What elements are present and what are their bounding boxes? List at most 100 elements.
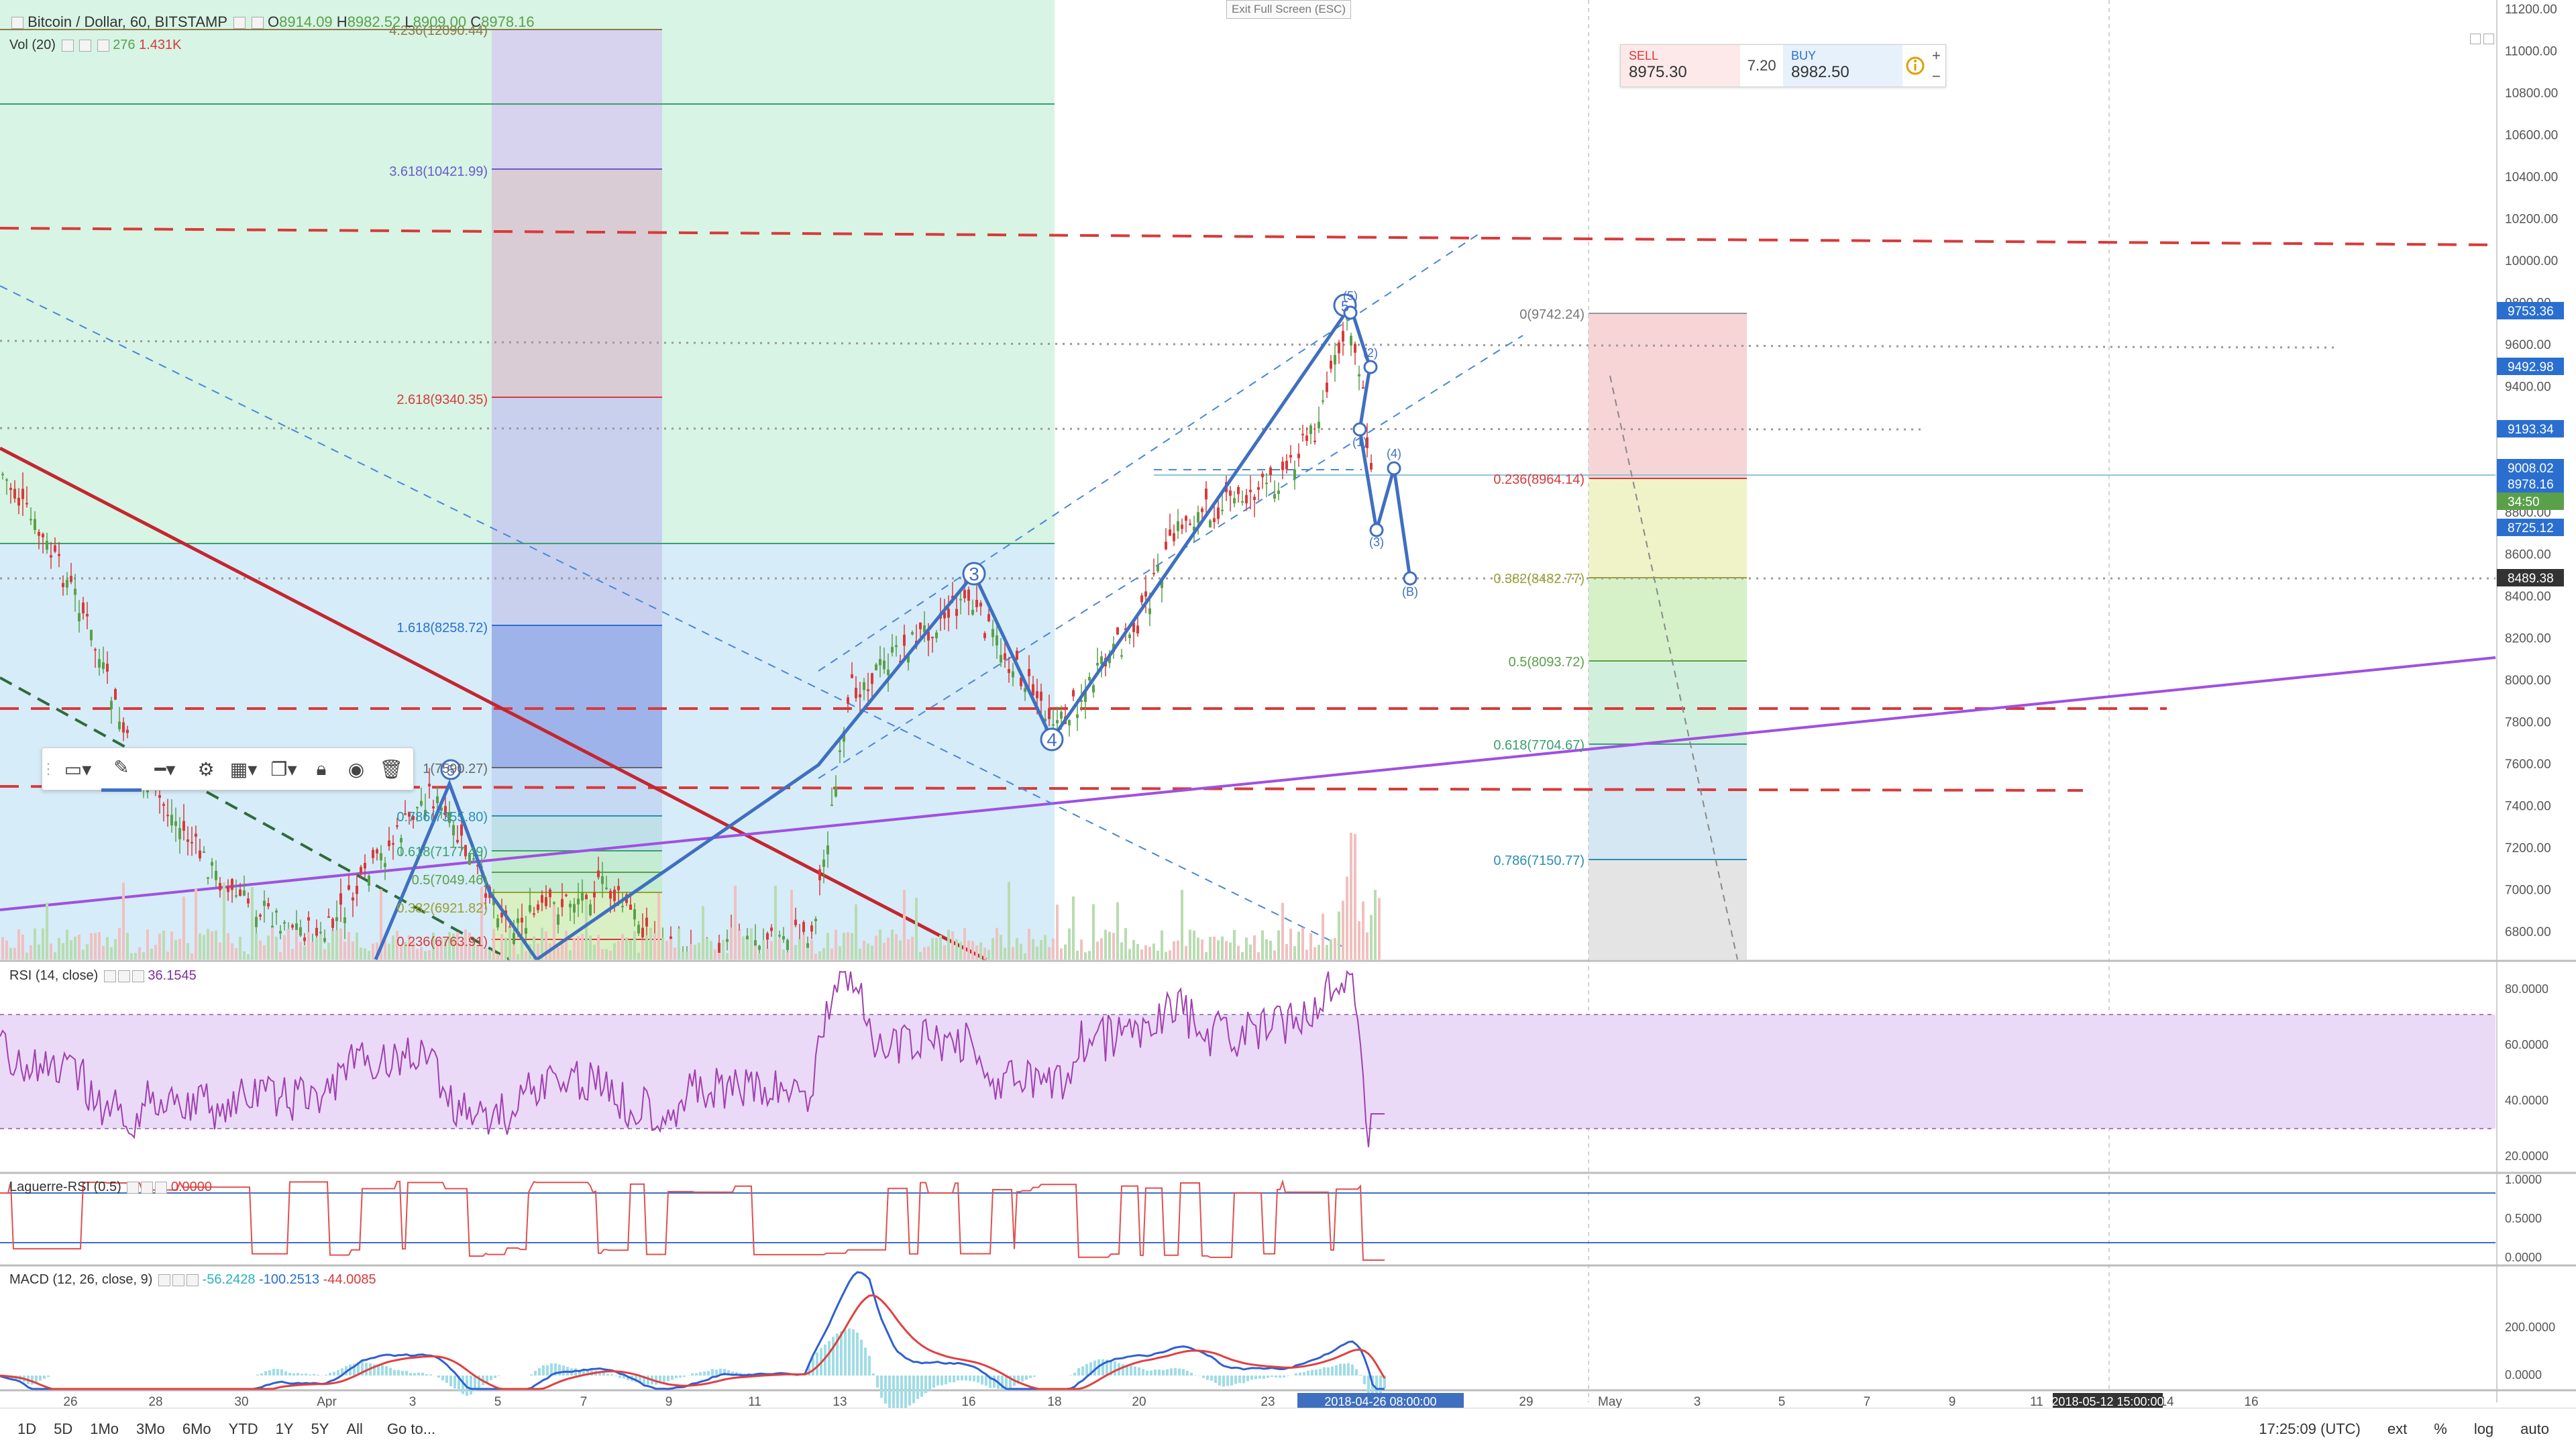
svg-text:1.0000: 1.0000 xyxy=(2505,1173,2542,1186)
eye-icon[interactable]: ◉ xyxy=(339,748,374,790)
tf-3mo[interactable]: 3Mo xyxy=(136,1420,165,1438)
volume-bar xyxy=(343,941,346,960)
candle-body xyxy=(1293,470,1296,480)
tf-1d[interactable]: 1D xyxy=(17,1420,36,1438)
macd-hist-bar xyxy=(1114,1361,1116,1376)
auto-toggle[interactable]: auto xyxy=(2520,1420,2549,1438)
volume-bar xyxy=(118,928,121,960)
macd-settings-button[interactable] xyxy=(172,1274,184,1286)
laguerre-remove-button[interactable] xyxy=(155,1182,167,1194)
macd-label[interactable]: MACD (12, 26, close, 9) xyxy=(9,1272,152,1287)
macd-hist-bar xyxy=(880,1376,883,1398)
lock-icon[interactable]: 🔒︎ xyxy=(304,748,339,790)
price-tag-label: 9492.98 xyxy=(2508,360,2554,374)
volume-remove-button[interactable] xyxy=(97,40,109,52)
tf-1y[interactable]: 1Y xyxy=(276,1420,294,1438)
candle-body xyxy=(323,938,326,941)
collapse-legend-button[interactable] xyxy=(11,17,23,29)
volume-bar xyxy=(331,931,334,960)
macd-hist-bar xyxy=(538,1368,541,1376)
clone-icon[interactable]: ❐▾ xyxy=(264,748,304,790)
volume-bar xyxy=(58,938,60,960)
volume-bar xyxy=(774,886,777,960)
laguerre-label[interactable]: Laguerre-RSI (0.5) xyxy=(9,1180,121,1194)
volume-bar xyxy=(1322,914,1324,960)
legend-eye-button[interactable] xyxy=(233,17,246,29)
expand-panel-icon[interactable]: + xyxy=(1932,47,1941,64)
macd-hist-bar xyxy=(1182,1369,1185,1376)
svg-text:0(9742.24): 0(9742.24) xyxy=(1519,307,1585,322)
candle-body xyxy=(1326,382,1328,392)
rsi-eye-button[interactable] xyxy=(104,970,116,982)
volume-bar xyxy=(191,953,193,960)
macd-remove-button[interactable] xyxy=(186,1274,199,1286)
drag-handle-icon[interactable]: ⋮ xyxy=(42,748,54,790)
volume-bar xyxy=(674,947,676,960)
candle-body xyxy=(931,637,934,638)
settings-gear-icon[interactable]: ⚙ xyxy=(189,748,223,790)
volume-bar xyxy=(138,947,141,960)
macd-hist-bar xyxy=(928,1376,931,1390)
line-color-icon[interactable]: ✎ xyxy=(101,747,142,792)
template-icon[interactable]: ▭▾ xyxy=(54,748,101,790)
macd-hist-bar xyxy=(39,1376,42,1381)
volume-bar xyxy=(762,940,765,960)
volume-bar xyxy=(859,949,861,960)
candle-body xyxy=(967,590,970,601)
candle-body xyxy=(239,890,241,896)
volume-bar xyxy=(597,935,600,960)
percent-toggle[interactable]: % xyxy=(2434,1420,2447,1438)
laguerre-eye-button[interactable] xyxy=(127,1182,139,1194)
candle-body xyxy=(818,870,821,880)
volume-label[interactable]: Vol (20) xyxy=(9,38,56,52)
volume-bar xyxy=(1020,943,1022,960)
volume-bar xyxy=(122,883,125,960)
tf-ytd[interactable]: YTD xyxy=(229,1420,258,1438)
volume-bar xyxy=(154,945,157,960)
macd-axis: 200.0000 0.0000 xyxy=(2505,1320,2555,1382)
symbol-title[interactable]: Bitcoin / Dollar, 60, BITSTAMP xyxy=(28,13,227,30)
legend-settings-button[interactable] xyxy=(252,17,264,29)
candle-body xyxy=(343,917,346,923)
maximize-pane-icon[interactable] xyxy=(2470,34,2481,44)
trash-icon[interactable]: 🗑︎ xyxy=(374,748,409,790)
restore-pane-icon[interactable] xyxy=(2483,34,2494,44)
volume-eye-button[interactable] xyxy=(62,40,74,52)
info-icon[interactable] xyxy=(1902,45,1927,87)
volume-bar xyxy=(1189,930,1191,960)
goto-button[interactable]: Go to... xyxy=(387,1420,435,1438)
candle-body xyxy=(339,893,342,904)
tf-5y[interactable]: 5Y xyxy=(311,1420,329,1438)
volume-bar xyxy=(1241,952,1244,960)
tf-6mo[interactable]: 6Mo xyxy=(182,1420,211,1438)
chart-canvas[interactable]: 3 4 5 5 (1) (2) (3) (4) (5) (B) 4.236(12… xyxy=(0,0,2576,1409)
line-style-icon[interactable]: ━▾ xyxy=(142,748,189,790)
buy-button[interactable]: BUY 8982.50 xyxy=(1783,45,1902,87)
volume-bar xyxy=(887,937,890,960)
candle-body xyxy=(307,917,310,921)
time-axis-label: 11 xyxy=(748,1395,761,1409)
rsi-settings-button[interactable] xyxy=(118,970,130,982)
candle-body xyxy=(199,851,201,859)
volume-settings-button[interactable] xyxy=(79,40,91,52)
candle-body xyxy=(203,851,205,853)
tf-all[interactable]: All xyxy=(346,1420,362,1438)
macd-hist-bar xyxy=(1307,1371,1309,1376)
candle-body xyxy=(1309,425,1312,434)
collapse-panel-icon[interactable]: − xyxy=(1932,68,1941,85)
volume-bar xyxy=(867,943,869,960)
exit-fullscreen-button[interactable]: Exit Full Screen (ESC) xyxy=(1226,0,1351,19)
macd-eye-button[interactable] xyxy=(158,1274,170,1286)
rsi-label[interactable]: RSI (14, close) xyxy=(9,968,98,983)
visibility-icon[interactable]: ▦▾ xyxy=(223,748,264,790)
log-toggle[interactable]: log xyxy=(2474,1420,2493,1438)
rsi-remove-button[interactable] xyxy=(132,970,144,982)
volume-bar xyxy=(625,937,628,960)
extended-hours-toggle[interactable]: ext xyxy=(2387,1420,2407,1438)
svg-text:40.0000: 40.0000 xyxy=(2505,1094,2548,1107)
tf-5d[interactable]: 5D xyxy=(54,1420,72,1438)
tf-1mo[interactable]: 1Mo xyxy=(90,1420,119,1438)
sell-button[interactable]: SELL 8975.30 xyxy=(1621,45,1740,87)
laguerre-settings-button[interactable] xyxy=(141,1182,153,1194)
